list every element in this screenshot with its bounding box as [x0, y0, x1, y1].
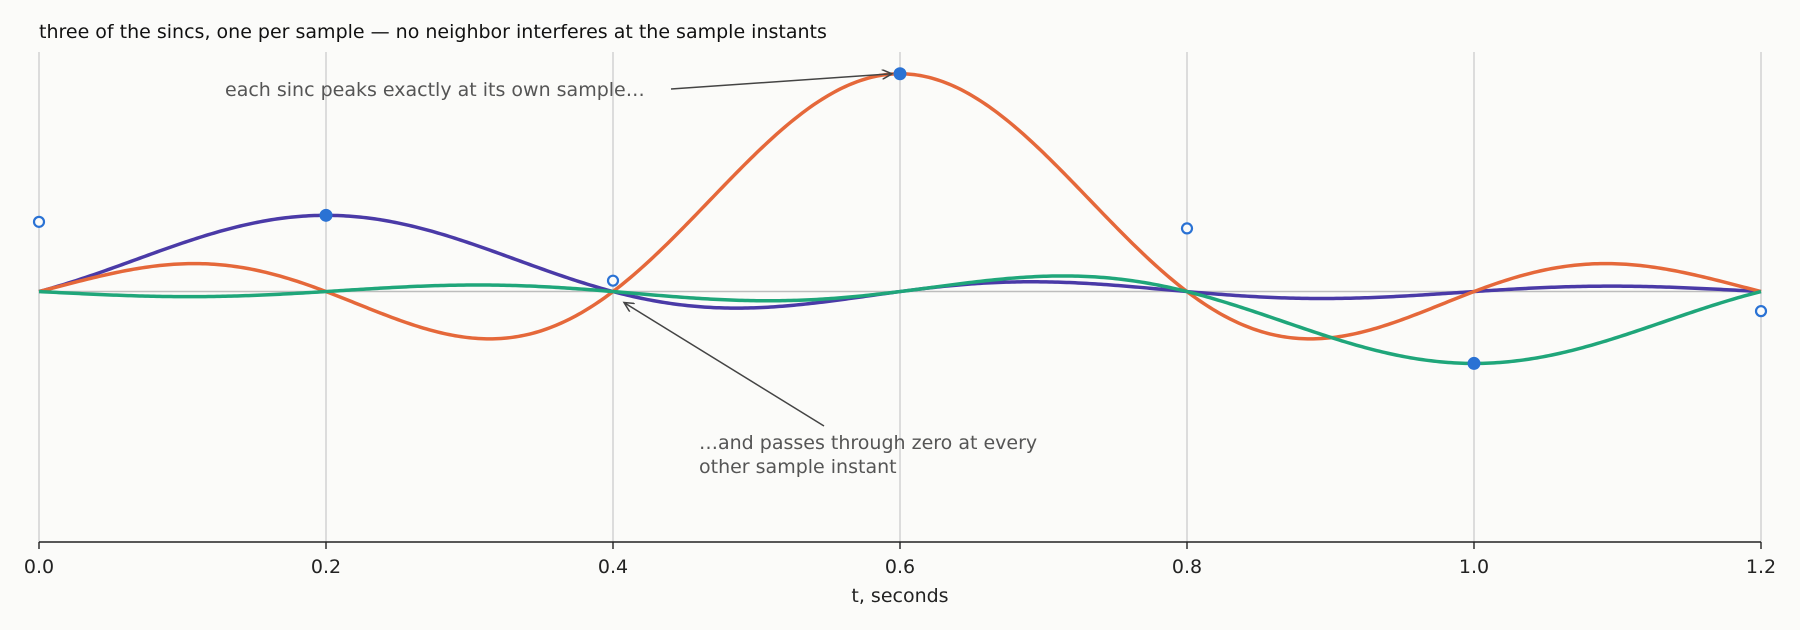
annotation-zero-arrow	[624, 303, 825, 427]
sample-marker-hollow	[1180, 222, 1194, 235]
sample-marker-hollow	[32, 215, 46, 228]
x-tick-label: 0.8	[1172, 556, 1202, 578]
annotation-peak-text: each sinc peaks exactly at its own sampl…	[225, 79, 645, 101]
annotation-peak-arrow	[670, 74, 892, 90]
annotation-zero-line: …and passes through zero at every	[699, 432, 1037, 454]
x-tick-label: 0.2	[311, 556, 341, 578]
x-tick-label: 0.0	[24, 556, 54, 578]
sample-marker-filled	[1467, 356, 1481, 370]
x-tick-label: 0.6	[885, 556, 915, 578]
chart-title: three of the sincs, one per sample — no …	[39, 21, 827, 43]
sample-marker-hollow	[1754, 305, 1768, 318]
x-tick-label: 0.4	[598, 556, 628, 578]
annotation-zero-text: …and passes through zero at every other s…	[699, 432, 1037, 478]
x-axis: 0.0 0.2 0.4 0.6 0.8 1.0 1.2	[24, 541, 1776, 578]
samples-group	[32, 67, 1768, 370]
x-tick-label: 1.0	[1459, 556, 1489, 578]
x-axis-label: t, seconds	[851, 585, 948, 607]
annotation-zero-line: other sample instant	[699, 456, 897, 478]
sample-marker-hollow	[606, 274, 620, 287]
x-tick-label: 1.2	[1746, 556, 1776, 578]
annotations: each sinc peaks exactly at its own sampl…	[225, 74, 1037, 478]
grid	[38, 52, 1762, 542]
sample-marker-filled	[319, 208, 333, 222]
sample-marker-filled	[893, 67, 907, 81]
